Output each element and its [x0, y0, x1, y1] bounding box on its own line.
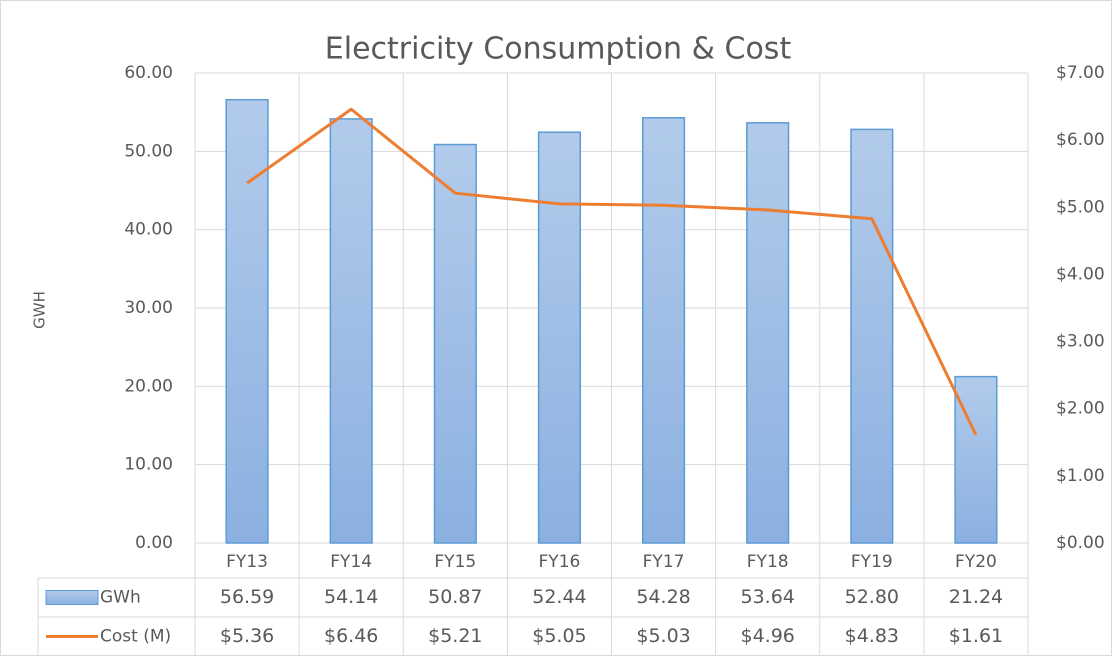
- y-axis-title: GWH: [31, 291, 49, 329]
- table-value: $6.46: [324, 625, 378, 647]
- y-tick-label: 40.00: [124, 220, 173, 240]
- chart-title: Electricity Consumption & Cost: [325, 32, 792, 67]
- table-value: $5.21: [428, 625, 482, 647]
- bar: [537, 131, 582, 544]
- y2-tick-label: $0.00: [1056, 533, 1105, 553]
- table-value: 50.87: [428, 586, 482, 608]
- y2-tick-label: $5.00: [1056, 197, 1105, 217]
- table-value: 54.14: [324, 586, 378, 608]
- x-tick-label: FY16: [539, 552, 581, 572]
- x-tick-label: FY18: [747, 552, 789, 572]
- table-value: $4.83: [845, 625, 899, 647]
- y2-tick-label: $2.00: [1056, 399, 1105, 419]
- bar: [433, 143, 477, 544]
- y-tick-label: 60.00: [124, 63, 173, 83]
- bar: [225, 98, 269, 544]
- table-value: 21.24: [949, 586, 1003, 608]
- y-tick-label: 10.00: [124, 455, 173, 475]
- table-value: $5.03: [636, 625, 690, 647]
- x-tick-label: FY20: [955, 552, 997, 572]
- table-value: $5.05: [532, 625, 586, 647]
- table-value: 53.64: [740, 586, 794, 608]
- line: [246, 107, 978, 436]
- table-value: 54.28: [636, 586, 690, 608]
- table-value: $4.96: [740, 625, 794, 647]
- legend-label: GWh: [100, 588, 141, 608]
- table-value: 52.80: [845, 586, 899, 608]
- y2-tick-label: $6.00: [1056, 130, 1105, 150]
- y2-tick-label: $3.00: [1056, 332, 1105, 352]
- x-tick-label: FY13: [226, 552, 268, 572]
- y-tick-label: 50.00: [124, 141, 173, 161]
- y-tick-label: 30.00: [124, 298, 173, 318]
- table-value: $1.61: [949, 625, 1003, 647]
- legend-key: [45, 590, 99, 605]
- bar: [746, 122, 790, 544]
- bar: [329, 118, 373, 544]
- y2-tick-label: $1.00: [1056, 466, 1105, 486]
- y-tick-label: 20.00: [124, 376, 173, 396]
- x-tick-label: FY14: [330, 552, 372, 572]
- bar: [850, 128, 894, 544]
- table-value: 56.59: [220, 586, 274, 608]
- bar: [641, 117, 686, 544]
- x-tick-label: FY19: [851, 552, 893, 572]
- table-value: 52.44: [532, 586, 586, 608]
- y2-tick-label: $7.00: [1056, 63, 1105, 83]
- x-tick-label: FY15: [434, 552, 476, 572]
- y2-tick-label: $4.00: [1056, 264, 1105, 284]
- table-value: $5.36: [220, 625, 274, 647]
- legend-label: Cost (M): [100, 627, 171, 647]
- x-tick-label: FY17: [643, 552, 685, 572]
- y-tick-label: 0.00: [135, 533, 173, 553]
